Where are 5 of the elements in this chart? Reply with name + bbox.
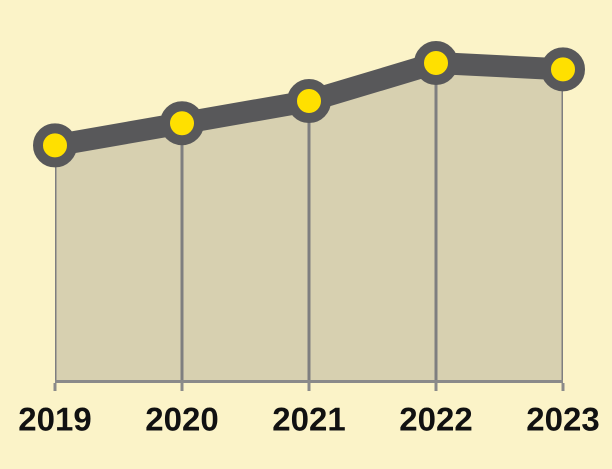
x-tick-label: 2021	[272, 400, 346, 438]
x-tick-label: 2020	[145, 400, 219, 438]
x-tick-label: 2022	[399, 400, 473, 438]
x-tick-label: 2023	[526, 400, 600, 438]
x-tick-label: 2019	[18, 400, 92, 438]
